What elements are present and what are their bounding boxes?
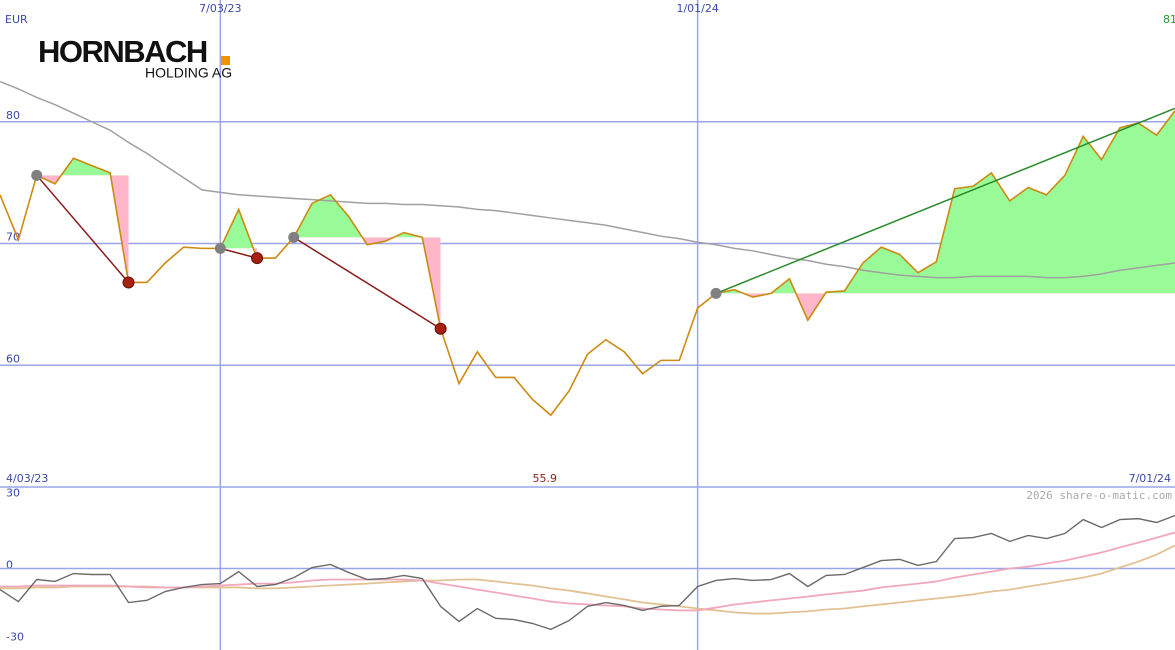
trend-end xyxy=(122,276,135,289)
trend-start xyxy=(288,231,300,243)
credit: 2026 share-o-matic.com xyxy=(1026,489,1172,502)
logo-subtitle: HOLDING AG xyxy=(145,65,232,81)
y-tick-label: 0 xyxy=(6,559,13,572)
x-tick-label: 7/01/24 xyxy=(1129,472,1171,485)
trend-line xyxy=(220,247,258,259)
trend-area-below xyxy=(716,293,1175,321)
trend-start xyxy=(214,242,226,254)
y-tick-label: 60 xyxy=(6,352,20,365)
x-tick-label: 1/01/24 xyxy=(676,2,718,15)
y-tick-label: 30 xyxy=(6,487,20,500)
x-tick-label: 7/03/23 xyxy=(199,2,241,15)
oscillator-line xyxy=(0,544,1175,615)
trend-area-above xyxy=(716,110,1175,294)
trend-start xyxy=(31,169,43,181)
low-value-label: 55.9 xyxy=(533,472,558,485)
x-tick-label: 4/03/23 xyxy=(6,472,48,485)
trend-area-above xyxy=(293,194,441,238)
trend-end xyxy=(251,252,264,265)
series-line xyxy=(0,80,1175,279)
y-axis-label: EUR xyxy=(5,13,28,26)
logo-name: HORNBACH xyxy=(38,34,207,69)
trend-end xyxy=(434,322,447,335)
series-line xyxy=(0,110,1175,417)
y-tick-label: -30 xyxy=(6,630,24,643)
last-value-label: 81 xyxy=(1163,13,1175,26)
oscillator-line xyxy=(0,531,1175,612)
trend-line xyxy=(36,174,130,283)
trend-area-below xyxy=(293,237,441,329)
trend-line xyxy=(715,107,1175,295)
logo-square xyxy=(221,56,230,65)
trend-start xyxy=(710,287,722,299)
oscillator-line xyxy=(0,514,1175,631)
y-tick-label: 80 xyxy=(6,109,20,122)
trend-area-above xyxy=(220,209,258,249)
trend-line xyxy=(293,236,442,330)
trend-area-below xyxy=(36,175,129,283)
